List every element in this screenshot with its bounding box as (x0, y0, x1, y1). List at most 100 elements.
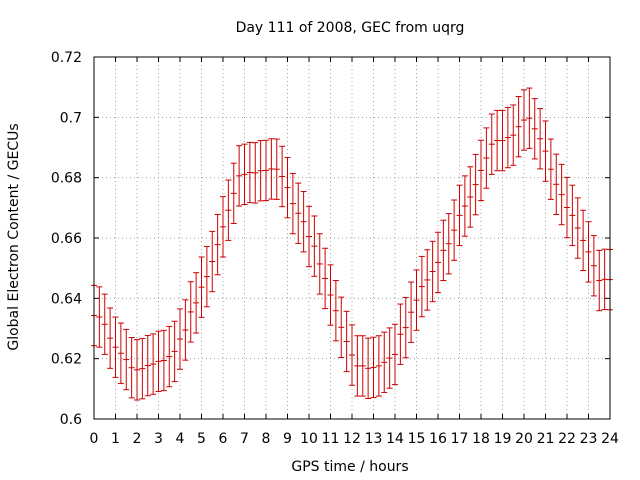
error-bar-point (160, 329, 167, 392)
error-bar-point (510, 104, 517, 166)
x-tick-label: 7 (240, 431, 249, 447)
x-tick-label: 15 (408, 431, 426, 447)
x-tick-label: 19 (494, 431, 512, 447)
error-bar-point (483, 127, 490, 189)
error-bar-point (445, 213, 452, 275)
error-bar-point (375, 335, 382, 397)
error-bar-point (117, 322, 124, 384)
error-bar-point (558, 163, 565, 226)
x-tick-labels: 0 1 2 3 4 5 6 7 8 9 10 11 12 13 14 15 16 17 18 19 20 21 22 23 24 (90, 431, 619, 447)
error-bar-point (499, 109, 506, 172)
x-tick-label: 11 (322, 431, 340, 447)
y-tick-labels: 0.6 0.62 0.64 0.66 0.68 0.7 0.72 (51, 50, 82, 428)
error-bar-point (537, 108, 544, 170)
error-bar-point (177, 308, 183, 370)
x-tick-label: 20 (515, 431, 533, 447)
error-bar-point (150, 333, 157, 395)
error-bar-point (359, 335, 366, 397)
x-tick-label: 0 (90, 431, 99, 447)
error-bar-point (601, 248, 608, 310)
error-bar-point (134, 339, 140, 401)
error-bar-point (198, 256, 205, 318)
error-bar-point (107, 307, 114, 369)
error-bar-point (187, 281, 194, 343)
error-bar-point (252, 142, 259, 204)
error-bar-point (225, 179, 232, 241)
x-tick-label: 10 (300, 431, 318, 447)
error-bar-point (547, 138, 554, 200)
error-bar-point (521, 89, 527, 151)
error-bar-point (461, 175, 468, 237)
error-bar-point (236, 145, 243, 207)
error-bar-point (408, 281, 415, 343)
error-bar-point (246, 141, 253, 204)
error-bar-point (306, 205, 312, 268)
error-bar-point (531, 98, 538, 160)
error-bar-point (112, 316, 119, 378)
error-bar-point (429, 240, 436, 303)
error-bar-point (273, 138, 280, 200)
error-bar-point (413, 269, 420, 331)
x-tick-label: 24 (601, 431, 619, 447)
error-bar-point (569, 184, 576, 247)
error-bar-point (295, 182, 302, 244)
error-bar-point (585, 221, 592, 283)
error-bar-point (435, 231, 441, 294)
error-bar-point (440, 219, 447, 282)
error-bar-point (418, 255, 425, 318)
error-bar-point (478, 139, 484, 202)
y-tick-label: 0.64 (51, 291, 82, 307)
error-bar-point (220, 196, 226, 258)
x-axis-label: GPS time / hours (291, 459, 408, 475)
error-bar-point (96, 286, 103, 348)
error-bar-point (209, 230, 216, 293)
error-bar-point (456, 184, 463, 247)
x-tick-label: 14 (386, 431, 404, 447)
error-bar-point (515, 96, 522, 158)
x-tick-label: 8 (262, 431, 271, 447)
error-bar-point (144, 334, 151, 397)
x-tick-label: 16 (429, 431, 447, 447)
error-bar-point (542, 120, 549, 182)
error-bar-point (263, 139, 269, 202)
error-bar-point (397, 303, 404, 365)
error-bar-point (257, 140, 264, 202)
error-bar-point (451, 199, 458, 261)
error-bar-point (580, 209, 587, 272)
error-bar-point (332, 280, 339, 342)
error-bar-point (214, 213, 221, 276)
x-tick-label: 13 (365, 431, 383, 447)
error-bar-point (139, 337, 146, 400)
error-bar-point (128, 337, 135, 399)
error-bar-point (526, 87, 533, 149)
error-bar-point (155, 330, 162, 393)
error-bar-point (402, 296, 409, 359)
error-bar-point (574, 197, 581, 259)
error-bar-point (472, 153, 479, 216)
error-bar-point (596, 249, 603, 312)
x-tick-label: 23 (580, 431, 598, 447)
x-tick-label: 5 (197, 431, 206, 447)
error-bar-point (101, 293, 108, 355)
error-bar-point (488, 113, 495, 175)
y-tick-label: 0.66 (51, 231, 82, 247)
error-bar-point (590, 235, 597, 297)
x-tick-label: 6 (219, 431, 228, 447)
error-bar-point (193, 272, 200, 334)
error-bar-point (241, 143, 248, 206)
error-bar-point (553, 153, 560, 215)
error-bar-point (268, 138, 275, 200)
error-bar-point (386, 327, 393, 389)
error-bar-point (424, 249, 431, 311)
error-bar-point (300, 191, 307, 253)
x-tick-label: 17 (451, 431, 469, 447)
error-bar-point (203, 245, 210, 308)
error-bar-point (564, 176, 570, 239)
error-bar-point (349, 324, 355, 386)
y-tick-label: 0.6 (60, 412, 82, 428)
y-tick-label: 0.72 (51, 50, 82, 66)
y-tick-label: 0.62 (51, 352, 82, 368)
x-tick-label: 1 (111, 431, 120, 447)
error-bar-point (504, 106, 511, 169)
